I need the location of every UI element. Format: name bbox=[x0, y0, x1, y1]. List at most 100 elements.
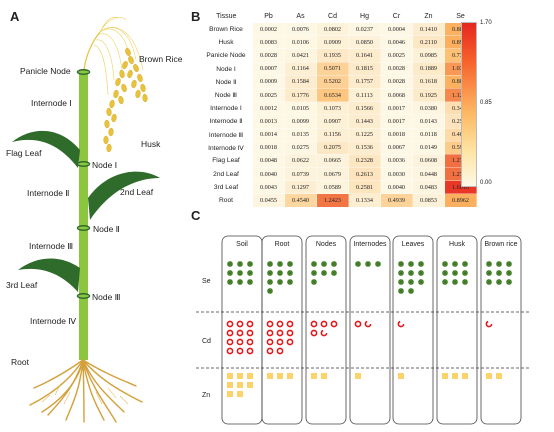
se-symbol bbox=[331, 261, 337, 267]
heatmap-cell: 0.0118 bbox=[412, 127, 445, 142]
heatmap-cell: 0.0028 bbox=[380, 61, 413, 76]
zn-symbol bbox=[237, 373, 243, 379]
se-symbol bbox=[287, 270, 293, 276]
heatmap-cell: 0.1073 bbox=[316, 101, 349, 116]
zn-symbol bbox=[247, 373, 253, 379]
heatmap-cell: 0.0012 bbox=[252, 101, 285, 116]
se-symbol bbox=[287, 279, 293, 285]
tissue-column-box bbox=[305, 235, 347, 425]
se-symbol bbox=[365, 261, 371, 267]
se-symbol bbox=[452, 279, 458, 285]
cd-symbol bbox=[397, 320, 405, 328]
heatmap-cell: 0.0907 bbox=[316, 114, 349, 129]
cd-symbol bbox=[276, 347, 284, 355]
se-symbol bbox=[452, 270, 458, 276]
se-symbol bbox=[267, 288, 273, 294]
zn-symbol bbox=[398, 373, 404, 379]
se-symbol bbox=[486, 279, 492, 285]
se-symbol bbox=[277, 270, 283, 276]
cd-symbol bbox=[330, 320, 338, 328]
se-symbol bbox=[227, 270, 233, 276]
se-symbol bbox=[418, 279, 424, 285]
element-row-label: Zn bbox=[202, 392, 211, 399]
label-node-2: Node Ⅱ bbox=[93, 224, 120, 234]
heatmap-cell: 0.1925 bbox=[412, 87, 445, 103]
se-symbol bbox=[267, 279, 273, 285]
cd-symbol bbox=[226, 320, 234, 328]
se-symbol bbox=[237, 270, 243, 276]
column-header: Zn bbox=[424, 12, 433, 20]
heatmap-cell: 0.0067 bbox=[380, 140, 413, 155]
se-symbol bbox=[398, 288, 404, 294]
se-symbol bbox=[462, 279, 468, 285]
cd-symbol bbox=[266, 338, 274, 346]
cd-symbol bbox=[266, 320, 274, 328]
heatmap-cell: 0.2110 bbox=[412, 35, 445, 50]
heatmap-cell: 0.0739 bbox=[284, 167, 317, 182]
heatmap-cell: 0.4939 bbox=[380, 193, 413, 208]
se-symbol bbox=[321, 270, 327, 276]
heatmap-cell: 0.0149 bbox=[412, 140, 445, 155]
label-internode-2: Internode Ⅱ bbox=[27, 188, 70, 198]
panel-b-label: B bbox=[191, 9, 201, 24]
heatmap-corner-label: Tissue bbox=[216, 12, 237, 20]
se-symbol bbox=[442, 261, 448, 267]
heatmap-row: Node Ⅱ 0.0009 0.1584 0.5202 0.1757 0.0028 0.16… bbox=[200, 74, 477, 89]
heatmap-cell: 0.0106 bbox=[284, 35, 317, 50]
heatmap-cell: 0.0018 bbox=[252, 140, 285, 155]
cd-symbol bbox=[320, 329, 328, 337]
se-symbol bbox=[462, 261, 468, 267]
column-header: Se bbox=[456, 12, 465, 20]
cd-symbol bbox=[286, 338, 294, 346]
zn-symbol bbox=[237, 391, 243, 397]
rice-plant-illustration bbox=[12, 16, 160, 423]
tissue-column-box bbox=[436, 235, 478, 425]
tissue-column-box bbox=[349, 235, 391, 425]
tissue-column-box bbox=[392, 235, 434, 425]
zn-symbol bbox=[227, 382, 233, 388]
heatmap-cell: 0.1889 bbox=[412, 61, 445, 76]
heatmap-row: Root 0.0455 0.4540 1.2423 0.1334 0.4939 0.0853… bbox=[200, 193, 477, 208]
cd-symbol bbox=[236, 347, 244, 355]
tissue-column-header: Nodes bbox=[315, 241, 337, 248]
cd-symbol bbox=[286, 320, 294, 328]
se-symbol bbox=[408, 279, 414, 285]
heatmap-row: Node Ⅰ 0.0007 0.1164 0.5071 0.1815 0.0028 0.18… bbox=[200, 61, 477, 76]
zn-symbol bbox=[267, 373, 273, 379]
se-symbol bbox=[247, 270, 253, 276]
label-internode-4: Internode Ⅳ bbox=[30, 316, 77, 326]
se-symbol bbox=[486, 270, 492, 276]
element-row-label: Se bbox=[202, 278, 211, 285]
cd-symbol bbox=[226, 347, 234, 355]
heatmap-cell: 0.0589 bbox=[316, 180, 349, 195]
label-flag-leaf: Flag Leaf bbox=[6, 148, 42, 158]
panel-c-label: C bbox=[191, 208, 201, 223]
colorbar-tick-min: 0.00 bbox=[480, 180, 492, 186]
heatmap-cell: 0.0455 bbox=[252, 193, 285, 208]
heatmap-row: Brown Rice 0.0002 0.0076 0.0802 0.0237 0.0004… bbox=[200, 21, 477, 37]
heatmap-cell: 0.1776 bbox=[284, 87, 317, 103]
se-symbol bbox=[496, 279, 502, 285]
heatmap-cell: 0.0448 bbox=[412, 167, 445, 182]
heatmap-cell: 0.0002 bbox=[252, 21, 285, 37]
heatmap-header-row: Tissue Pb As Cd Hg Cr Zn Se bbox=[200, 10, 477, 23]
element-row-label: Cd bbox=[202, 338, 211, 345]
se-symbol bbox=[462, 270, 468, 276]
heatmap-cell: 0.0985 bbox=[412, 48, 445, 63]
heatmap-cell: 0.2328 bbox=[348, 153, 381, 169]
heatmap-row: Internode Ⅲ 0.0014 0.0135 0.1156 0.1225 0.001… bbox=[200, 127, 477, 142]
se-symbol bbox=[227, 261, 233, 267]
se-symbol bbox=[506, 261, 512, 267]
se-symbol bbox=[408, 270, 414, 276]
se-symbol bbox=[311, 270, 317, 276]
heatmap-cell: 0.0105 bbox=[284, 101, 317, 116]
heatmap-row: Flag Leaf 0.0048 0.0622 0.0665 0.2328 0.0036 0… bbox=[200, 153, 477, 169]
se-symbol bbox=[506, 279, 512, 285]
label-internode-3: Internode Ⅲ bbox=[29, 241, 74, 251]
heatmap-cell: 0.0028 bbox=[252, 48, 285, 63]
se-symbol bbox=[311, 261, 317, 267]
se-symbol bbox=[496, 261, 502, 267]
zn-symbol bbox=[486, 373, 492, 379]
heatmap-cell: 0.4540 bbox=[284, 193, 317, 208]
heatmap-cell: 0.0135 bbox=[284, 127, 317, 142]
